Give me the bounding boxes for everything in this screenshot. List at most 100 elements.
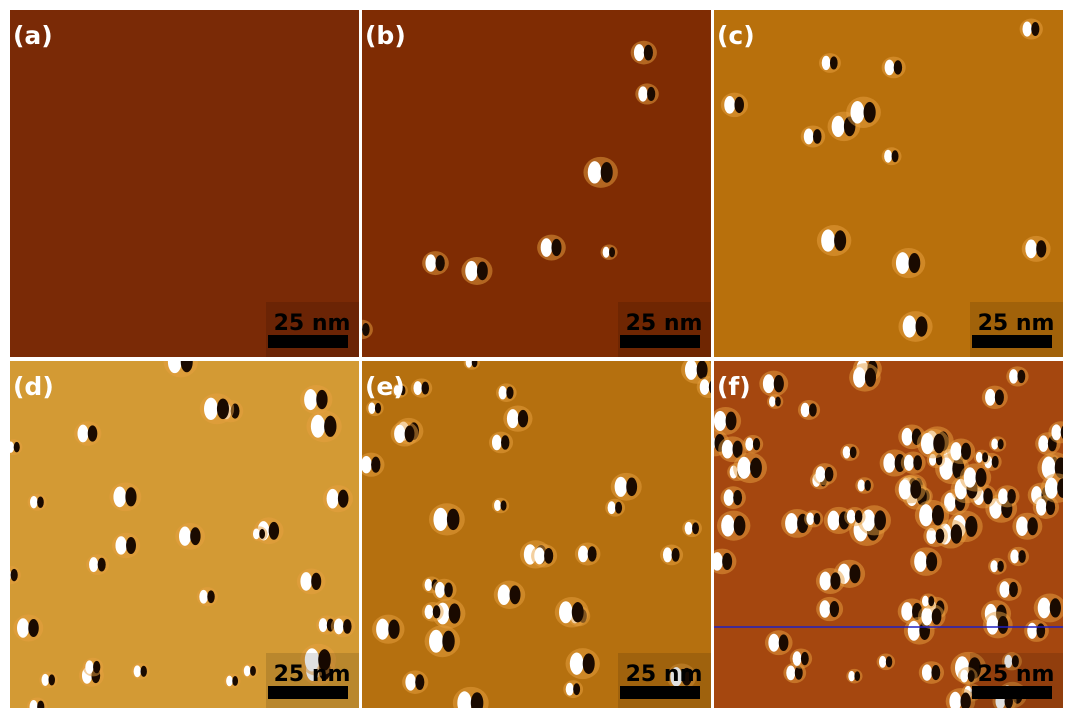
- spot-dark: [910, 480, 921, 499]
- spot-dark: [926, 552, 937, 571]
- spot-bright: [793, 651, 802, 666]
- spot-bright: [42, 674, 49, 686]
- spot-dark: [375, 403, 381, 414]
- spot-dark: [726, 412, 737, 431]
- spot-bright: [991, 439, 998, 450]
- spot-dark: [951, 524, 962, 543]
- spot-bright: [179, 527, 191, 546]
- spot-dark: [544, 548, 553, 564]
- spot-bright: [319, 618, 328, 632]
- spot-bright: [634, 44, 645, 61]
- spot-dark: [98, 558, 106, 572]
- spot-bright: [714, 411, 726, 431]
- spot-bright: [1010, 550, 1019, 564]
- spot-bright: [1045, 477, 1058, 498]
- spot-bright: [832, 116, 845, 137]
- scale-bar-label: 25 nm: [274, 662, 351, 687]
- spot-bright: [638, 86, 647, 101]
- spot-bright: [821, 229, 835, 251]
- spot-dark: [88, 425, 98, 441]
- spot-dark: [801, 652, 809, 665]
- spot-dark: [1050, 598, 1061, 617]
- spot-dark: [435, 255, 444, 271]
- spot-dark: [692, 522, 699, 534]
- spot-dark: [936, 529, 945, 544]
- spot-bright: [466, 357, 472, 367]
- spot-bright: [425, 254, 436, 271]
- spot-dark: [830, 601, 839, 617]
- spot-dark: [886, 656, 892, 667]
- spot-dark: [1007, 489, 1016, 504]
- spot-dark: [814, 513, 821, 525]
- spot-dark: [892, 150, 899, 162]
- spot-bright: [820, 600, 831, 618]
- spot-dark: [916, 316, 928, 337]
- spot-bright: [711, 552, 722, 571]
- spot-bright: [899, 479, 911, 499]
- spot-dark: [775, 397, 781, 407]
- spot-bright: [998, 488, 1008, 504]
- spot-bright: [700, 379, 710, 395]
- spot-bright: [394, 425, 405, 443]
- spot-bright: [801, 403, 810, 417]
- spot-dark: [1036, 623, 1045, 638]
- spot-bright: [405, 674, 415, 691]
- spot-dark: [609, 247, 615, 257]
- panel-label: (b): [365, 21, 406, 50]
- spot-bright: [85, 660, 93, 673]
- spot-bright: [1000, 581, 1010, 597]
- spot-bright: [785, 513, 798, 534]
- spot-dark: [141, 666, 147, 677]
- spot-bright: [492, 435, 502, 451]
- spot-bright: [89, 557, 98, 572]
- panel: (a)25 nm: [10, 10, 359, 357]
- panel-label: (f): [717, 372, 751, 401]
- spot-dark: [864, 480, 870, 491]
- spot-dark: [834, 230, 846, 251]
- scale-bar-label: 25 nm: [626, 311, 703, 336]
- spot-bright: [950, 442, 961, 460]
- spot-dark: [14, 442, 20, 453]
- spot-bright: [534, 547, 544, 564]
- spot-bright: [724, 96, 735, 114]
- spot-dark: [992, 456, 999, 468]
- spot-dark: [774, 375, 784, 392]
- scale-bar-label: 25 nm: [978, 662, 1055, 687]
- spot-bright: [559, 601, 573, 623]
- spot-bright: [990, 560, 997, 572]
- spot-dark: [501, 500, 507, 510]
- spot-bright: [804, 129, 814, 145]
- spot-bright: [244, 665, 251, 676]
- spot-bright: [413, 381, 422, 395]
- spot-dark: [509, 585, 520, 604]
- spot-bright: [304, 389, 317, 410]
- spot-bright: [3, 568, 11, 581]
- spot-bright: [433, 508, 447, 531]
- spot-dark: [932, 608, 942, 625]
- spot-bright: [851, 101, 865, 124]
- spot-dark: [601, 162, 613, 183]
- scale-bar: [620, 686, 700, 699]
- spot-bright: [204, 398, 218, 420]
- spot-bright: [368, 402, 375, 413]
- spot-bright: [425, 579, 432, 591]
- spot-bright: [769, 396, 776, 407]
- spot-bright: [17, 618, 29, 638]
- spot-dark: [11, 569, 18, 581]
- spot-bright: [960, 670, 968, 683]
- spot-bright: [311, 415, 325, 438]
- spot-dark: [813, 129, 822, 144]
- spot-dark: [626, 477, 637, 496]
- spot-bright: [903, 315, 917, 337]
- spot-bright: [334, 618, 344, 634]
- spot-bright: [885, 60, 895, 76]
- spot-bright: [921, 433, 934, 454]
- spot-dark: [932, 505, 944, 526]
- spot-bright: [985, 389, 995, 406]
- spot-dark: [998, 616, 1008, 634]
- spot-dark: [672, 548, 680, 562]
- panel: (b) 25 nm: [351, 10, 711, 357]
- spot-bright: [7, 441, 14, 452]
- spot-bright: [1036, 499, 1047, 516]
- spot-bright: [376, 619, 389, 640]
